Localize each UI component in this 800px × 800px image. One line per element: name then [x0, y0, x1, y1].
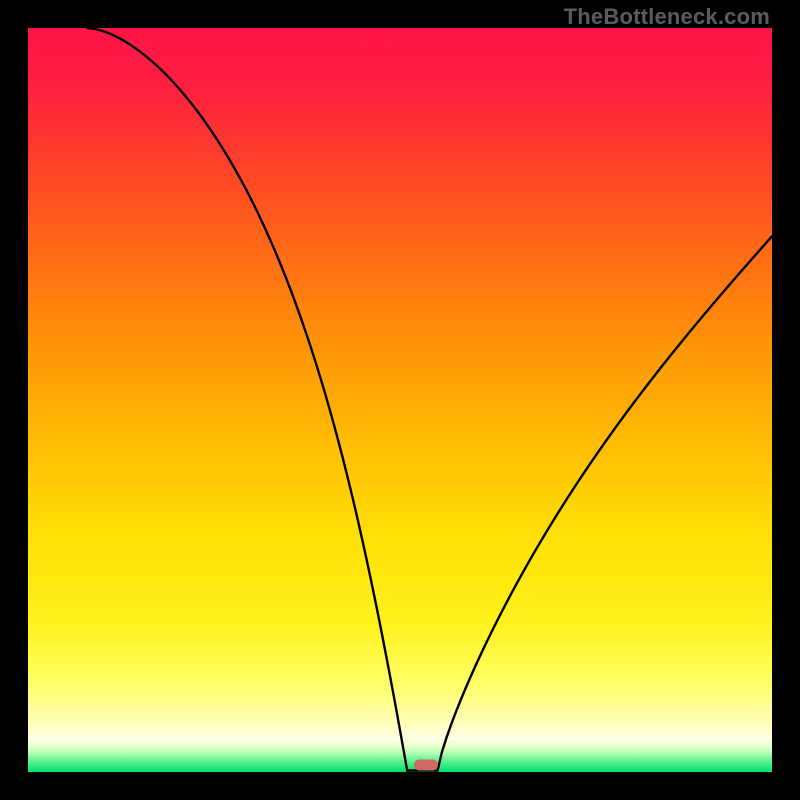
- plot-area: [28, 28, 772, 772]
- chart-frame: TheBottleneck.com: [0, 0, 800, 800]
- watermark-text: TheBottleneck.com: [564, 4, 770, 30]
- bottleneck-curve: [28, 28, 772, 772]
- optimum-marker: [414, 760, 438, 771]
